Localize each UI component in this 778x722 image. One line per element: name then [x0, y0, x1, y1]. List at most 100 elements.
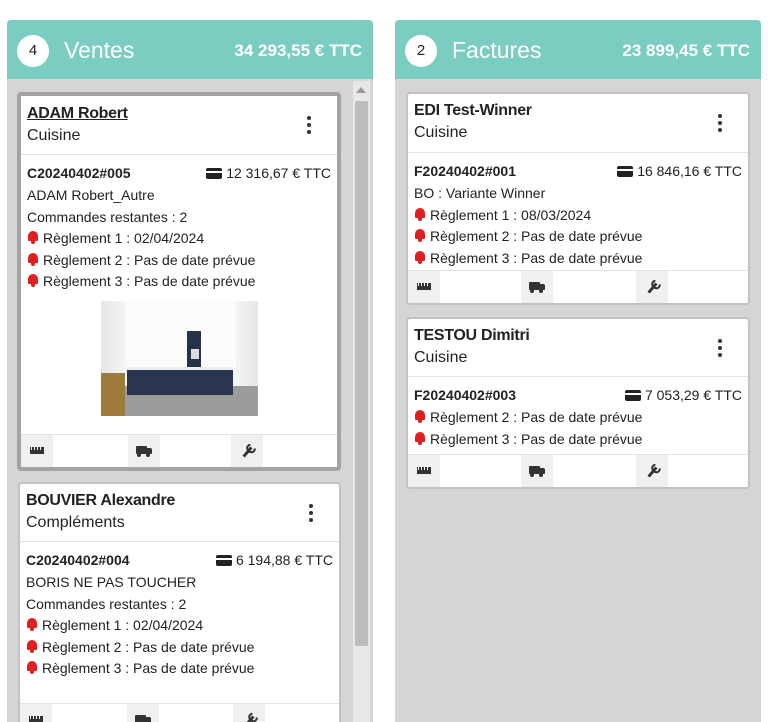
- payment-alert: Règlement 1 : 02/04/2024: [27, 228, 331, 250]
- payment-alert: Règlement 3 : Pas de date prévue: [27, 271, 331, 293]
- wrench-icon: [646, 280, 658, 294]
- amount: 7 053,29 € TTC: [624, 385, 742, 407]
- card-line: BORIS NE PAS TOUCHER: [26, 574, 197, 590]
- card-category: Cuisine: [414, 349, 468, 366]
- card-body: C20240402#004 6 194,88 € TTC BORIS NE PA…: [20, 542, 339, 680]
- measure-button[interactable]: [408, 271, 440, 303]
- card-footer: [21, 434, 337, 467]
- truck-icon: [135, 715, 151, 722]
- delivery-button[interactable]: [127, 704, 159, 722]
- kebab-menu-icon[interactable]: [307, 502, 315, 526]
- amount: 12 316,67 € TTC: [206, 163, 331, 185]
- kanban-card[interactable]: EDI Test-Winner Cuisine F20240402#001 16…: [406, 92, 750, 305]
- credit-card-icon: [617, 166, 634, 177]
- column-factures: 2 Factures 23 899,45 € TTC EDI Test-Winn…: [395, 20, 761, 722]
- kanban-card[interactable]: TESTOU Dimitri Cuisine F20240402#003 7 0…: [406, 317, 750, 489]
- measure-button[interactable]: [408, 455, 440, 487]
- customer-name[interactable]: TESTOU Dimitri: [414, 327, 530, 344]
- scroll-thumb[interactable]: [355, 101, 368, 646]
- column-total: 34 293,55 € TTC: [234, 41, 362, 60]
- ruler-icon: [417, 283, 431, 290]
- amount: 16 846,16 € TTC: [617, 161, 742, 183]
- card-body: F20240402#003 7 053,29 € TTC Règlement 2…: [408, 377, 748, 450]
- card-header: EDI Test-Winner Cuisine: [408, 94, 748, 153]
- payment-alert: Règlement 2 : Pas de date prévue: [414, 407, 742, 429]
- kebab-menu-icon[interactable]: [305, 114, 313, 138]
- payment-alert: Règlement 3 : Pas de date prévue: [26, 658, 333, 680]
- payment-alert: Règlement 2 : Pas de date prévue: [414, 226, 742, 248]
- customer-name[interactable]: BOUVIER Alexandre: [26, 492, 176, 509]
- delivery-button[interactable]: [521, 271, 553, 303]
- document-reference: F20240402#003: [414, 387, 516, 403]
- card-body: C20240402#005 12 316,67 € TTC ADAM Rober…: [21, 155, 337, 416]
- kebab-menu-icon[interactable]: [716, 337, 724, 361]
- bell-icon: [414, 207, 426, 221]
- payment-alert: Règlement 2 : Pas de date prévue: [26, 637, 333, 659]
- card-footer: [408, 270, 748, 303]
- service-button[interactable]: [231, 435, 263, 467]
- card-category: Cuisine: [414, 124, 468, 141]
- ruler-icon: [417, 467, 431, 474]
- column-header-factures: 2 Factures 23 899,45 € TTC: [395, 20, 761, 79]
- measure-button[interactable]: [20, 704, 52, 722]
- kanban-card[interactable]: BOUVIER Alexandre Compléments C20240402#…: [18, 482, 341, 722]
- bell-icon: [26, 639, 38, 653]
- credit-card-icon: [206, 168, 223, 179]
- card-line: Commandes restantes : 2: [27, 208, 188, 225]
- card-header: BOUVIER Alexandre Compléments: [20, 484, 339, 542]
- truck-icon: [136, 446, 152, 457]
- card-category: Compléments: [26, 514, 125, 531]
- amount: 6 194,88 € TTC: [215, 550, 333, 572]
- wrench-icon: [243, 713, 255, 722]
- kitchen-preview-image: [100, 300, 258, 416]
- document-reference: F20240402#001: [414, 163, 516, 179]
- delivery-button[interactable]: [521, 455, 553, 487]
- wrench-icon: [241, 444, 253, 458]
- ruler-icon: [29, 716, 43, 722]
- service-button[interactable]: [233, 704, 265, 722]
- bell-icon: [414, 431, 426, 445]
- count-badge: 2: [405, 35, 437, 67]
- truck-icon: [529, 466, 545, 477]
- count-badge: 4: [17, 35, 49, 67]
- measure-button[interactable]: [21, 435, 53, 467]
- bell-icon: [27, 274, 39, 287]
- bell-icon: [414, 410, 426, 423]
- scroll-up-arrow-icon[interactable]: [356, 87, 366, 93]
- service-button[interactable]: [636, 455, 668, 487]
- bell-icon: [26, 618, 38, 631]
- ruler-icon: [30, 447, 44, 454]
- document-reference: C20240402#004: [26, 552, 130, 568]
- column-scrollbar[interactable]: [353, 81, 370, 722]
- card-body: F20240402#001 16 846,16 € TTC BO : Varia…: [408, 153, 748, 269]
- kebab-menu-icon[interactable]: [716, 112, 724, 136]
- service-button[interactable]: [636, 271, 668, 303]
- bell-icon: [27, 252, 39, 266]
- column-title: Ventes: [64, 37, 135, 63]
- customer-name-link[interactable]: ADAM Robert: [27, 105, 128, 122]
- credit-card-icon: [215, 555, 232, 566]
- delivery-button[interactable]: [128, 435, 160, 467]
- card-category: Cuisine: [27, 127, 81, 144]
- payment-alert: Règlement 3 : Pas de date prévue: [414, 429, 742, 451]
- bell-icon: [27, 231, 39, 244]
- payment-alert: Règlement 3 : Pas de date prévue: [414, 248, 742, 270]
- card-header: ADAM Robert Cuisine: [21, 96, 337, 155]
- column-header-ventes: 4 Ventes 34 293,55 € TTC: [7, 20, 373, 79]
- kanban-card[interactable]: ADAM Robert Cuisine C20240402#005 12 316…: [17, 92, 341, 471]
- card-line: ADAM Robert_Autre: [27, 187, 155, 203]
- document-reference: C20240402#005: [27, 165, 131, 181]
- bell-icon: [414, 250, 426, 264]
- payment-alert: Règlement 1 : 08/03/2024: [414, 205, 742, 227]
- card-line: Commandes restantes : 2: [26, 595, 187, 612]
- card-line: BO : Variante Winner: [414, 185, 546, 201]
- bell-icon: [26, 661, 38, 674]
- wrench-icon: [646, 464, 658, 478]
- card-footer: [408, 454, 748, 487]
- card-footer: [20, 703, 339, 722]
- column-ventes: 4 Ventes 34 293,55 € TTC ADAM Robert Cui…: [7, 20, 373, 722]
- column-total: 23 899,45 € TTC: [622, 41, 750, 60]
- column-title: Factures: [452, 37, 542, 63]
- customer-name[interactable]: EDI Test-Winner: [414, 102, 532, 119]
- payment-alert: Règlement 1 : 02/04/2024: [26, 615, 333, 637]
